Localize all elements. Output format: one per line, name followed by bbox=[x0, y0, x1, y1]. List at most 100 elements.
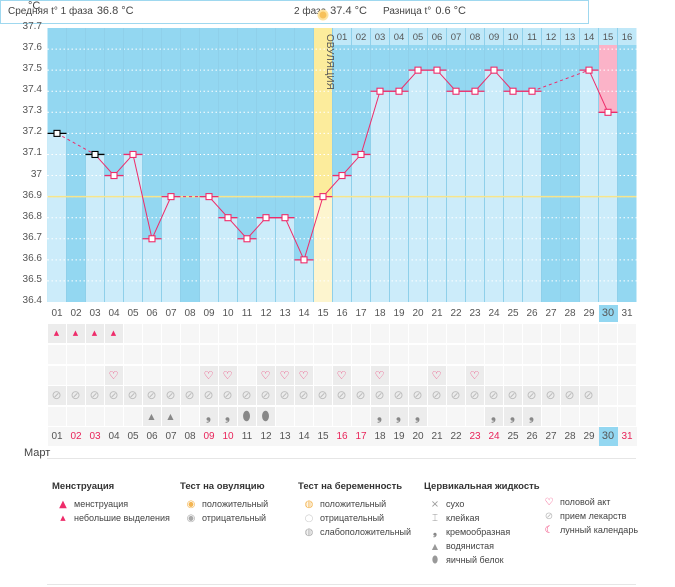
medication-cell: ⊘ bbox=[161, 386, 180, 405]
date-label: 27 bbox=[541, 427, 561, 446]
x-tick-label: 19 bbox=[393, 308, 405, 319]
fluid-cell bbox=[579, 407, 598, 426]
temp-point bbox=[509, 87, 517, 95]
intercourse-cell bbox=[522, 366, 541, 385]
fluid-cell bbox=[85, 407, 104, 426]
medication-cell: ⊘ bbox=[313, 386, 332, 405]
date-label: 14 bbox=[294, 427, 314, 446]
test-cell bbox=[66, 345, 85, 364]
menstruation-cell bbox=[237, 324, 256, 343]
cycle-day-label: 02 bbox=[356, 32, 367, 43]
temp-line-segment bbox=[56, 132, 96, 155]
temp-point bbox=[604, 108, 612, 116]
fluid-creamy-icon: ❟ bbox=[503, 407, 522, 426]
intercourse-cell: ♡ bbox=[218, 366, 237, 385]
medication-cell: ⊘ bbox=[370, 386, 389, 405]
temp-point bbox=[471, 87, 479, 95]
pill-icon: ⊘ bbox=[544, 510, 554, 522]
test-cell bbox=[617, 345, 636, 364]
temp-point bbox=[490, 66, 498, 74]
intercourse-cell bbox=[541, 366, 560, 385]
legend-item: ▲ водянистая bbox=[424, 539, 540, 553]
date-label: 07 bbox=[161, 427, 181, 446]
moon-icon: ☾ bbox=[544, 524, 554, 536]
date-label: 10 bbox=[218, 427, 238, 446]
temp-line-segment bbox=[531, 69, 590, 92]
intercourse-cell bbox=[598, 366, 617, 385]
diff-value: 0.6 °C bbox=[435, 5, 467, 17]
fluid-cell bbox=[351, 407, 370, 426]
x-tick-label: 30 bbox=[598, 305, 618, 322]
temp-bar bbox=[485, 70, 503, 303]
test-cell bbox=[47, 345, 66, 364]
medication-cell: ⊘ bbox=[541, 386, 560, 405]
intercourse-cell bbox=[313, 366, 332, 385]
intercourse-cell bbox=[560, 366, 579, 385]
drop-big-icon: ▲ bbox=[59, 498, 67, 510]
fluid-creamy-icon: ❟ bbox=[389, 407, 408, 426]
intercourse-cell bbox=[47, 366, 66, 385]
intercourse-cell bbox=[351, 366, 370, 385]
medication-cell: ⊘ bbox=[66, 386, 85, 405]
date-label: 16 bbox=[332, 427, 352, 446]
medication-cell: ⊘ bbox=[275, 386, 294, 405]
cycle-day-label: 15 bbox=[603, 32, 614, 43]
temp-line-segment bbox=[360, 91, 381, 155]
intercourse-cell bbox=[389, 366, 408, 385]
fluid-cell bbox=[541, 407, 560, 426]
fluid-cell bbox=[123, 407, 142, 426]
medication-cell: ⊘ bbox=[85, 386, 104, 405]
temp-point bbox=[452, 87, 460, 95]
date-label: 01 bbox=[47, 427, 67, 446]
legend-item: ▲ менструация bbox=[52, 497, 170, 511]
medication-cell: ⊘ bbox=[180, 386, 199, 405]
cycle-day-label: 12 bbox=[546, 32, 557, 43]
menstruation-cell bbox=[332, 324, 351, 343]
cycle-day-label: 04 bbox=[394, 32, 405, 43]
fluid-cell bbox=[104, 407, 123, 426]
intercourse-cell: ♡ bbox=[370, 366, 389, 385]
intercourse-cell bbox=[85, 366, 104, 385]
temp-point bbox=[281, 214, 289, 222]
test-cell bbox=[446, 345, 465, 364]
test-cell bbox=[560, 345, 579, 364]
menstruation-cell bbox=[560, 324, 579, 343]
fluid-creamy-icon: ❟ bbox=[408, 407, 427, 426]
intercourse-cell bbox=[503, 366, 522, 385]
legend-other: ♡ половой акт ⊘ прием лекарств ☾ лунный кал… bbox=[538, 495, 639, 537]
medication-cell: ⊘ bbox=[522, 386, 541, 405]
legend-item: ○ отрицательный bbox=[298, 511, 411, 525]
fluid-cell bbox=[275, 407, 294, 426]
x-tick-label: 07 bbox=[165, 308, 177, 319]
month-label: Март bbox=[24, 447, 51, 459]
test-cell bbox=[294, 345, 313, 364]
menstruation-cell: ▲ bbox=[85, 324, 104, 343]
date-label: 25 bbox=[503, 427, 523, 446]
x-tick-label: 12 bbox=[260, 308, 272, 319]
date-label: 03 bbox=[85, 427, 105, 446]
temp-point bbox=[338, 171, 346, 180]
medication-cell: ⊘ bbox=[199, 386, 218, 405]
y-tick-label: 36.7 bbox=[22, 231, 42, 243]
temp-point bbox=[91, 150, 99, 159]
medication-cell: ⊘ bbox=[389, 386, 408, 405]
menstruation-cell bbox=[522, 324, 541, 343]
test-cell bbox=[541, 345, 560, 364]
menstruation-cell bbox=[389, 324, 408, 343]
fluid-egg-icon: ⬮ bbox=[256, 407, 275, 426]
menstruation-cell bbox=[427, 324, 446, 343]
test-cell bbox=[408, 345, 427, 364]
phase2-group: 2 фаза 37.4 °C Разница t° 0.6 °C bbox=[294, 0, 466, 22]
intercourse-cell: ♡ bbox=[104, 366, 123, 385]
date-label: 20 bbox=[408, 427, 428, 446]
legend-menstruation: Менструация ▲ менструация ▲ небольшие выде… bbox=[52, 481, 170, 523]
legend-item: ❟ кремообразная bbox=[424, 525, 540, 539]
test-cell bbox=[522, 345, 541, 364]
temp-bar bbox=[352, 154, 370, 302]
temp-bar bbox=[105, 175, 123, 302]
medication-cell: ⊘ bbox=[351, 386, 370, 405]
medication-cell: ⊘ bbox=[218, 386, 237, 405]
phase1-value: 36.8 °C bbox=[96, 5, 134, 17]
legend-item: ⌶ клейкая bbox=[424, 511, 540, 525]
negative-test-icon: ◉ bbox=[186, 512, 196, 524]
